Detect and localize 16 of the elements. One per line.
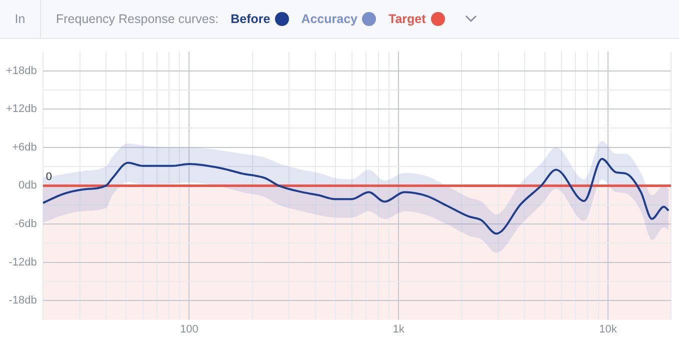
legend-label: Before — [230, 12, 270, 26]
legend-title: Frequency Response curves: — [56, 12, 219, 26]
legend-label: Accuracy — [301, 12, 358, 26]
legend-label: Target — [388, 12, 426, 26]
y-tick-label: -12db — [8, 256, 37, 268]
y-tick-label: +18db — [6, 64, 37, 77]
text: In — [0, 0, 41, 38]
y-tick-label: +12db — [6, 103, 37, 116]
y-tick-label: -6db — [14, 218, 37, 230]
x-tick-label: 10k — [599, 323, 618, 336]
y-tick-label: 0db — [18, 180, 37, 192]
x-tick-label: 100 — [180, 323, 198, 336]
y-tick-label: -18db — [8, 294, 37, 307]
x-tick-label: 1k — [392, 323, 405, 336]
annotation: 0 — [46, 171, 52, 184]
y-tick-label: +6db — [12, 141, 37, 154]
